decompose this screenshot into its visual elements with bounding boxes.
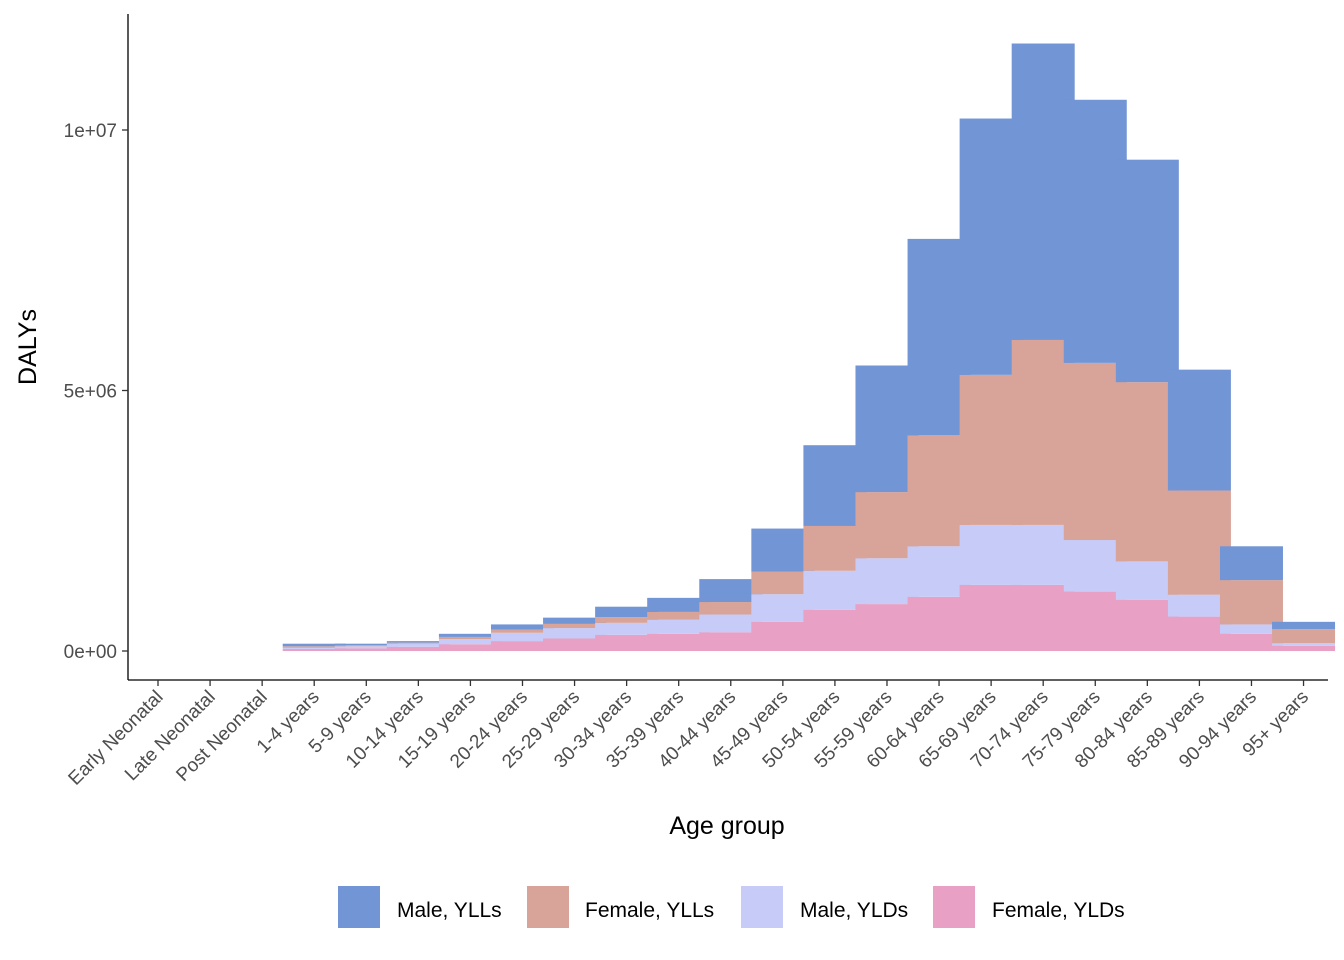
- bar-segment: [282, 648, 346, 651]
- bar-segment: [699, 579, 763, 603]
- legend-label: Male, YLDs: [800, 899, 908, 922]
- bar-segment: [282, 646, 346, 648]
- legend-key: [933, 886, 975, 928]
- x-axis-title: Age group: [669, 812, 784, 840]
- bar-segment: [386, 642, 450, 644]
- bar-segment: [282, 647, 346, 649]
- bar-segment: [386, 646, 450, 651]
- bar-segment: [699, 602, 763, 615]
- bar-segment: [438, 636, 502, 640]
- y-tick-label: 0e+00: [64, 642, 117, 663]
- bar-segment: [1272, 621, 1336, 630]
- bar-segment: [1219, 633, 1283, 651]
- bar-segment: [438, 633, 502, 637]
- bar-segment: [1167, 594, 1231, 617]
- bar-segment: [595, 617, 659, 623]
- bar-segment: [699, 614, 763, 633]
- bar-segment: [699, 632, 763, 651]
- bar-segment: [490, 629, 554, 633]
- bar-segment: [1167, 369, 1231, 491]
- bar-segment: [282, 643, 346, 647]
- bar-segment: [334, 648, 398, 651]
- x-tick-label: Post Neonatal: [172, 687, 271, 786]
- y-axis-title: DALYs: [14, 309, 42, 385]
- bar-segment: [543, 628, 607, 639]
- bars-layer: [282, 43, 1336, 651]
- bar-segment: [543, 638, 607, 651]
- bar-segment: [1115, 159, 1179, 383]
- legend: Male, YLLs Female, YLLs Male, YLDs Female, …: [338, 886, 1125, 928]
- bar-segment: [334, 645, 398, 647]
- bar-segment: [543, 623, 607, 629]
- bar-segment: [438, 639, 502, 645]
- bar-segment: [1219, 624, 1283, 634]
- legend-key: [741, 886, 783, 928]
- bar-segment: [647, 633, 711, 651]
- bar-segment: [595, 606, 659, 618]
- bar-segment: [647, 619, 711, 634]
- bar-segment: [334, 646, 398, 649]
- bar-segment: [647, 597, 711, 612]
- bar-segment: [490, 641, 554, 651]
- bar-segment: [490, 632, 554, 642]
- bar-segment: [334, 643, 398, 646]
- bar-segment: [386, 643, 450, 647]
- bar-segment: [647, 611, 711, 620]
- bar-segment: [1272, 643, 1336, 646]
- legend-key: [338, 886, 380, 928]
- legend-label: Female, YLLs: [585, 899, 714, 922]
- bar-segment: [386, 641, 450, 643]
- bar-segment: [595, 634, 659, 651]
- bar-segment: [543, 617, 607, 624]
- bar-segment: [595, 622, 659, 635]
- bar-segment: [1272, 645, 1336, 651]
- legend-label: Female, YLDs: [992, 899, 1125, 922]
- bar-segment: [1219, 580, 1283, 625]
- bar-segment: [1219, 546, 1283, 581]
- bar-segment: [1272, 629, 1336, 644]
- y-tick-label: 5e+06: [64, 382, 117, 403]
- bar-segment: [751, 571, 815, 595]
- x-tick-label: Late Neonatal: [121, 687, 220, 786]
- bar-segment: [438, 644, 502, 651]
- bar-segment: [490, 624, 554, 630]
- legend-label: Male, YLLs: [397, 899, 502, 922]
- legend-key: [527, 886, 569, 928]
- y-tick-label: 1e+07: [64, 121, 117, 142]
